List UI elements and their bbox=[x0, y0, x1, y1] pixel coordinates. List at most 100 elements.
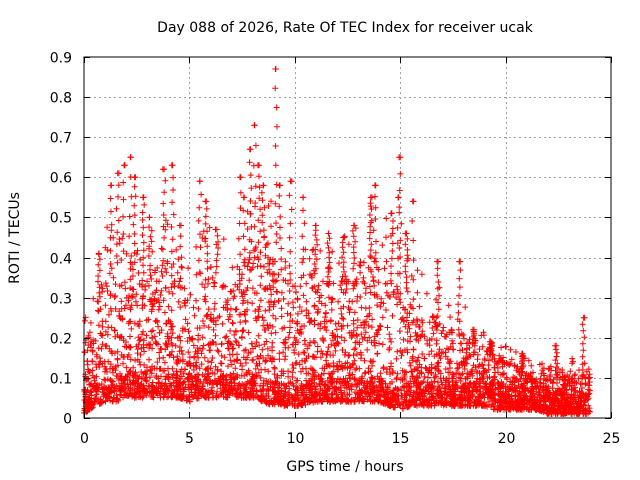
data-point bbox=[414, 267, 421, 274]
data-point bbox=[389, 225, 396, 232]
data-point bbox=[132, 193, 139, 200]
data-point bbox=[287, 270, 294, 277]
data-point bbox=[324, 348, 331, 355]
data-point bbox=[388, 360, 395, 367]
data-point bbox=[582, 380, 589, 387]
data-point bbox=[352, 345, 359, 352]
data-point bbox=[136, 281, 143, 287]
data-point bbox=[140, 262, 146, 269]
data-point bbox=[181, 285, 188, 292]
data-point bbox=[207, 264, 214, 271]
data-point bbox=[177, 233, 184, 240]
data-point bbox=[293, 289, 299, 296]
data-point bbox=[205, 324, 212, 331]
data-point bbox=[304, 345, 311, 352]
data-point bbox=[317, 320, 324, 327]
data-point bbox=[103, 283, 110, 290]
data-point bbox=[276, 350, 283, 357]
data-point bbox=[434, 313, 441, 320]
data-point bbox=[339, 239, 346, 246]
data-point bbox=[388, 338, 395, 345]
data-point bbox=[252, 365, 259, 372]
data-point bbox=[219, 284, 226, 291]
data-point bbox=[233, 306, 240, 313]
data-point bbox=[315, 306, 322, 313]
data-point bbox=[413, 358, 419, 365]
x-tick-label: 20 bbox=[498, 431, 516, 447]
data-point bbox=[182, 302, 189, 309]
data-point bbox=[170, 187, 177, 193]
data-point bbox=[389, 312, 396, 319]
data-point bbox=[87, 319, 94, 326]
data-point bbox=[243, 360, 249, 366]
data-point bbox=[386, 294, 393, 300]
data-point bbox=[325, 230, 332, 237]
data-point bbox=[553, 342, 560, 349]
data-point bbox=[266, 307, 273, 313]
y-tick-label: 0.9 bbox=[50, 51, 72, 67]
data-point bbox=[225, 316, 232, 323]
data-point bbox=[196, 178, 203, 185]
data-point bbox=[227, 327, 234, 334]
data-point bbox=[402, 268, 409, 275]
data-point bbox=[434, 272, 441, 279]
data-point bbox=[170, 211, 177, 218]
data-point bbox=[488, 379, 495, 386]
data-point bbox=[498, 344, 505, 351]
data-point bbox=[287, 324, 293, 331]
x-tick-labels: 0 5 10 15 20 25 bbox=[80, 431, 620, 447]
data-point bbox=[241, 256, 248, 263]
data-point bbox=[440, 324, 447, 331]
data-point bbox=[389, 248, 396, 254]
data-point bbox=[268, 291, 275, 298]
data-point bbox=[111, 294, 118, 301]
data-point bbox=[449, 340, 456, 347]
data-point bbox=[262, 307, 269, 314]
data-point bbox=[229, 320, 236, 327]
data-point bbox=[507, 346, 514, 353]
data-point bbox=[435, 279, 442, 285]
data-point bbox=[161, 189, 168, 196]
data-point bbox=[89, 358, 96, 365]
data-point bbox=[272, 66, 279, 72]
data-point bbox=[408, 272, 415, 279]
data-point bbox=[435, 359, 442, 366]
data-point bbox=[209, 355, 216, 361]
data-point bbox=[297, 283, 304, 290]
data-point bbox=[140, 194, 146, 201]
data-point bbox=[155, 323, 162, 330]
data-point bbox=[277, 235, 283, 241]
data-point bbox=[135, 270, 142, 276]
data-point bbox=[136, 318, 143, 325]
data-point bbox=[456, 275, 463, 282]
data-point bbox=[158, 268, 165, 275]
data-point bbox=[214, 251, 221, 258]
data-point bbox=[269, 323, 276, 330]
data-point bbox=[387, 371, 393, 378]
data-point bbox=[114, 259, 121, 266]
data-point bbox=[403, 285, 410, 291]
data-point bbox=[237, 174, 243, 181]
data-point bbox=[147, 233, 154, 240]
data-point bbox=[508, 356, 515, 363]
data-point bbox=[174, 334, 181, 341]
data-point bbox=[108, 265, 115, 272]
data-point bbox=[107, 247, 114, 254]
data-point bbox=[289, 299, 296, 306]
data-point bbox=[301, 220, 308, 227]
data-point bbox=[233, 357, 240, 364]
data-point bbox=[110, 274, 117, 281]
data-point bbox=[530, 369, 536, 376]
data-point bbox=[164, 260, 171, 267]
data-point bbox=[255, 256, 262, 263]
data-point bbox=[162, 217, 169, 224]
data-point bbox=[148, 227, 155, 234]
data-point bbox=[199, 281, 206, 288]
data-point bbox=[467, 353, 474, 360]
data-point bbox=[580, 327, 587, 334]
data-point bbox=[212, 363, 219, 370]
data-point bbox=[98, 381, 105, 387]
data-point bbox=[178, 366, 185, 373]
data-point bbox=[241, 194, 248, 201]
x-tick-label: 0 bbox=[80, 431, 89, 447]
